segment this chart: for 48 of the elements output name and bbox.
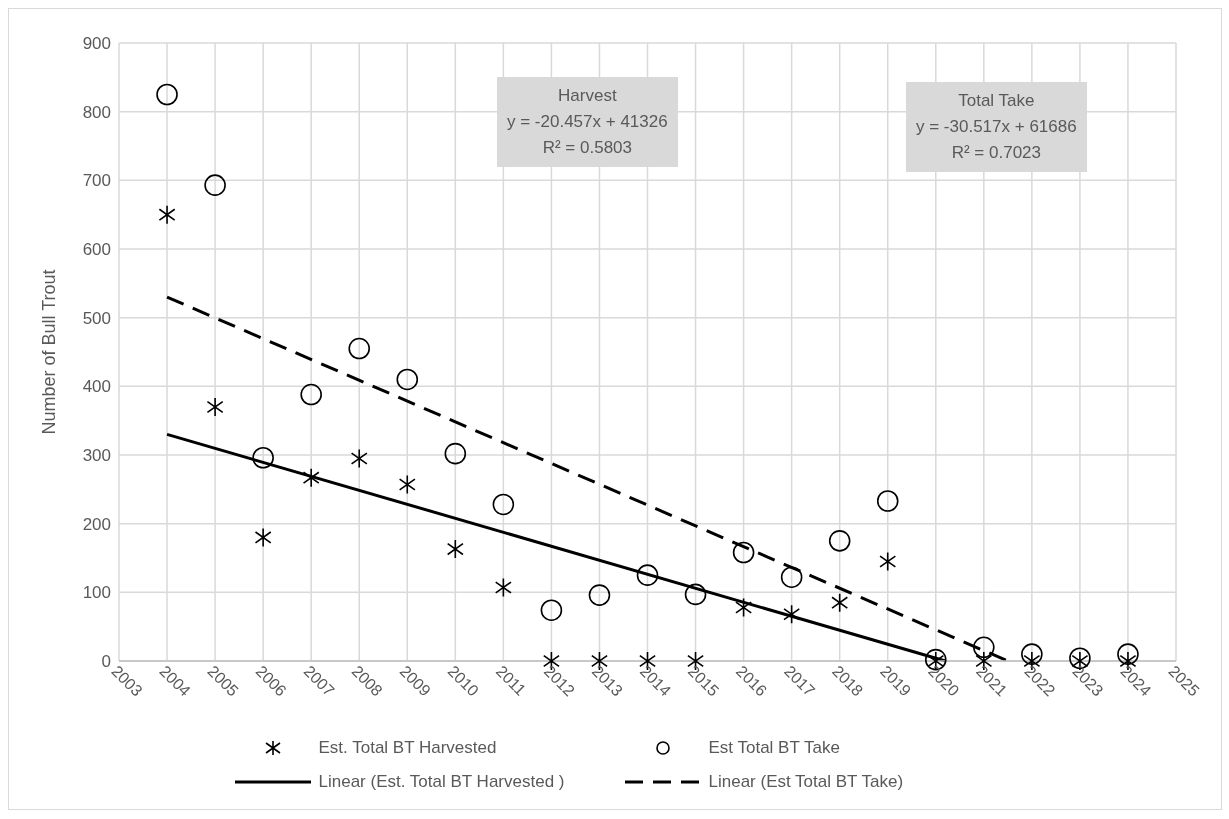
point (588, 584, 611, 606)
point (252, 446, 274, 469)
y-tick-label: 200 (82, 514, 111, 534)
point (206, 397, 224, 417)
point (446, 539, 464, 559)
point (783, 604, 801, 625)
y-tick-label: 300 (82, 446, 111, 466)
point (831, 592, 849, 613)
point (158, 204, 176, 225)
legend-label: Est Total BT Take (708, 738, 840, 758)
point (636, 564, 659, 586)
point (879, 551, 897, 572)
legend-label: Est. Total BT Harvested (318, 738, 497, 758)
point (735, 597, 753, 618)
point (156, 83, 178, 106)
y-tick-label: 800 (82, 102, 111, 122)
annotation: Harvest y = -20.457x + 41326 R² = 0.5803 (507, 85, 668, 159)
y-tick-label: 100 (82, 583, 111, 603)
annotation: Total Take y = -30.517x + 61686 R² = 0.7023 (916, 90, 1077, 164)
point (492, 493, 515, 516)
y-tick-label: 900 (82, 34, 111, 54)
point (780, 566, 803, 589)
point (540, 599, 563, 621)
y-tick-label: 400 (82, 377, 111, 397)
point (302, 467, 320, 488)
point (300, 383, 322, 406)
point (398, 474, 416, 495)
point (444, 442, 467, 465)
point (204, 174, 226, 196)
point (876, 490, 899, 512)
legend-label: Linear (Est Total BT Take) (708, 772, 904, 792)
y-tick-label: 500 (82, 308, 111, 328)
point (828, 530, 851, 552)
y-axis-title: Number of Bull Trout (39, 269, 60, 435)
point (254, 527, 272, 548)
point (348, 337, 371, 360)
y-tick-label: 0 (101, 652, 111, 672)
y-tick-label: 700 (82, 171, 111, 191)
point (684, 583, 707, 606)
legend-label: Linear (Est. Total BT Harvested ) (318, 772, 565, 792)
point (396, 368, 419, 391)
point (732, 541, 755, 564)
point (350, 448, 368, 469)
y-tick-label: 600 (82, 240, 111, 260)
point (973, 636, 995, 659)
point (1117, 643, 1139, 665)
point (494, 577, 512, 598)
point (1021, 643, 1043, 665)
